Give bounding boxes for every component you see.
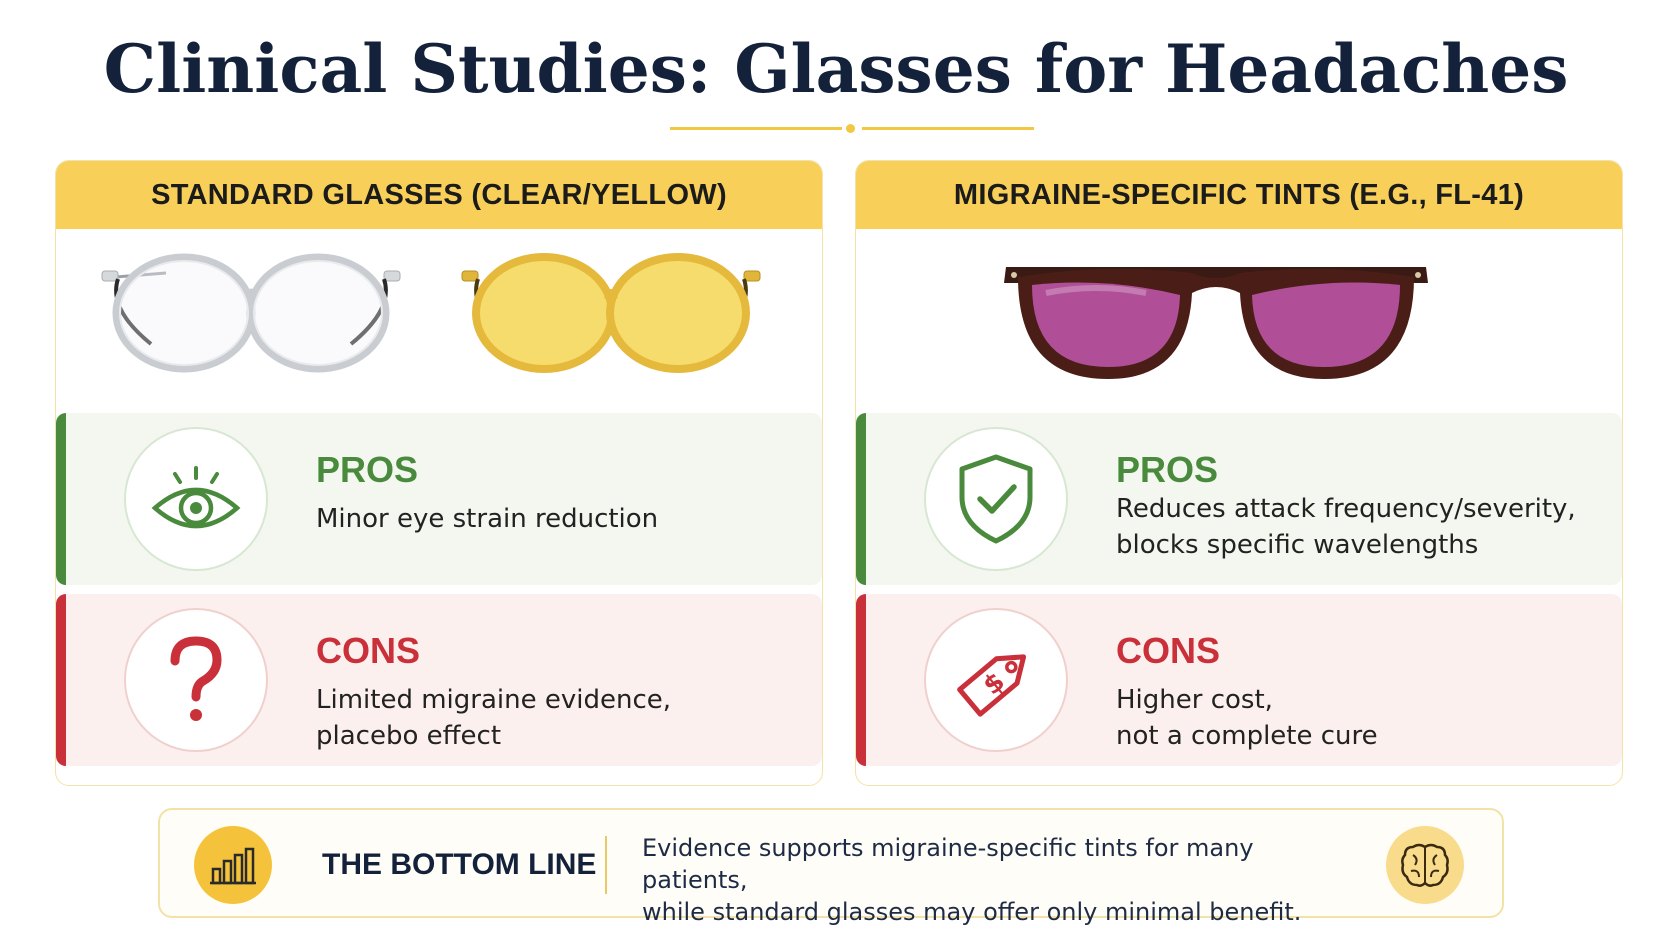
price-tag-icon: $	[924, 608, 1068, 752]
pros-text: Minor eye strain reduction	[316, 504, 659, 534]
cons-label: CONS	[1116, 630, 1221, 671]
tinted-glasses-panel: MIGRAINE-SPECIFIC TINTS (E.G., FL-41) PR…	[855, 160, 1623, 786]
clear-glasses-image	[101, 253, 401, 373]
pros-text: Reduces attack frequency/severity, block…	[1116, 494, 1576, 560]
eye-icon	[124, 427, 268, 571]
tinted-glasses-images	[856, 229, 1622, 412]
brain-icon	[1386, 826, 1464, 904]
standard-glasses-panel: STANDARD GLASSES (CLEAR/YELLOW)	[55, 160, 823, 786]
cons-text: Higher cost, not a complete cure	[1116, 685, 1378, 751]
shield-check-icon	[924, 427, 1068, 571]
pros-label: PROS	[316, 449, 419, 490]
standard-pros-row: PROS Minor eye strain reduction	[56, 413, 822, 585]
bottom-line-separator	[605, 836, 607, 894]
standard-glasses-images	[56, 229, 822, 412]
fl41-glasses-image	[1004, 267, 1428, 379]
yellow-glasses-image	[461, 253, 761, 373]
bottom-line-text: Evidence supports migraine-specific tint…	[642, 834, 1302, 926]
bottom-line-box: THE BOTTOM LINE Evidence supports migrai…	[158, 808, 1504, 926]
bottom-line-label: THE BOTTOM LINE	[322, 848, 597, 881]
cons-label: CONS	[316, 630, 421, 671]
tinted-pros-row: PROS Reduces attack frequency/severity, …	[856, 413, 1622, 585]
bar-chart-icon	[194, 826, 272, 904]
pros-label: PROS	[1116, 449, 1219, 490]
panel-header: STANDARD GLASSES (CLEAR/YELLOW)	[56, 161, 822, 229]
cons-text: Limited migraine evidence, placebo effec…	[316, 685, 671, 751]
question-mark-icon	[124, 608, 268, 752]
tinted-cons-row: $ CONS Higher cost, not a complete cure	[856, 594, 1622, 766]
title-divider	[670, 122, 1034, 136]
page-title: Clinical Studies: Glasses for Headaches	[103, 30, 1569, 108]
panel-header: MIGRAINE-SPECIFIC TINTS (E.G., FL-41)	[856, 161, 1622, 229]
standard-cons-row: CONS Limited migraine evidence, placebo …	[56, 594, 822, 766]
